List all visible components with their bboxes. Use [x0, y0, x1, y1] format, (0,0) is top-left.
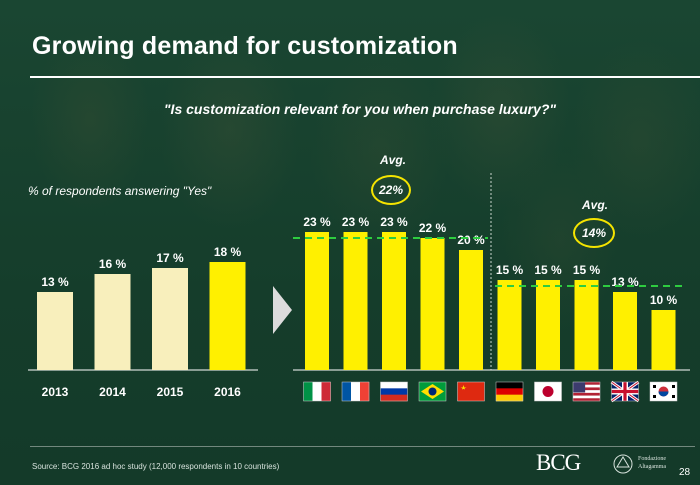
survey-question: "Is customization relevant for you when …	[163, 101, 557, 117]
avg-label-group-2: Avg.	[582, 198, 609, 212]
fondazione-line-1: Fondazione	[638, 456, 666, 462]
bar-brazil	[420, 238, 445, 370]
bar-value-label-china: 20 %	[457, 233, 485, 247]
x-tick-label-2016: 2016	[214, 385, 241, 399]
flag-italy-icon	[303, 381, 331, 402]
avg-circle-group-1: 22%	[371, 175, 411, 205]
avg-value-group-1: 22%	[378, 183, 404, 197]
x-tick-label-2015: 2015	[157, 385, 184, 399]
bar-value-label-2014: 16 %	[99, 257, 127, 271]
bar-year-2014	[94, 274, 131, 370]
bar-usa	[574, 280, 599, 370]
footer-divider	[30, 446, 695, 447]
bcg-logo: BCG	[536, 450, 581, 475]
flag-france-icon	[341, 381, 370, 402]
avg-label-group-1: Avg.	[380, 153, 407, 167]
bar-china	[459, 250, 483, 370]
fondazione-logo-icon	[613, 454, 633, 474]
respondents-label: % of respondents answering "Yes"	[28, 184, 212, 198]
bar-value-label-italy: 23 %	[303, 215, 331, 229]
bar-italy	[305, 232, 329, 370]
bar-value-label-russia: 23 %	[380, 215, 408, 229]
flag-china-icon	[457, 381, 485, 402]
bar-value-label-germany: 15 %	[496, 263, 524, 277]
fondazione-logo-text: Fondazione Altagamma	[638, 455, 666, 471]
arrow-icon	[273, 286, 292, 334]
x-tick-label-2013: 2013	[42, 385, 69, 399]
slide-title: Growing demand for customization	[32, 32, 458, 60]
flag-brazil-icon	[418, 381, 447, 402]
flag-south-korea-icon	[649, 381, 678, 402]
bar-value-label-south-korea: 10 %	[650, 293, 678, 307]
flag-germany-icon	[495, 381, 524, 402]
page-number: 28	[679, 467, 691, 478]
bar-germany	[497, 280, 522, 370]
bar-value-label-usa: 15 %	[573, 263, 601, 277]
x-tick-label-2014: 2014	[99, 385, 126, 399]
bar-uk	[613, 292, 637, 370]
bar-value-label-2016: 18 %	[214, 245, 242, 259]
bar-france	[343, 232, 368, 370]
bar-russia	[382, 232, 406, 370]
avg-value-group-2: 14%	[581, 226, 607, 240]
bar-value-label-2015: 17 %	[156, 251, 184, 265]
source-note: Source: BCG 2016 ad hoc study (12,000 re…	[32, 462, 280, 471]
flag-japan-icon	[534, 381, 562, 402]
bar-year-2013	[37, 292, 73, 370]
fondazione-line-2: Altagamma	[638, 464, 666, 470]
bar-value-label-brazil: 22 %	[419, 221, 447, 235]
avg-circle-group-2: 14%	[573, 218, 615, 248]
bar-japan	[536, 280, 560, 370]
title-divider	[30, 76, 700, 78]
bar-year-2015	[152, 268, 188, 370]
flag-uk-icon	[610, 380, 640, 403]
bar-value-label-france: 23 %	[342, 215, 370, 229]
bar-year-2016	[209, 262, 246, 370]
country-flags	[303, 380, 678, 403]
yearly-bar-chart: 13 % 2013 16 % 2014 17 % 2015 18 % 2016	[28, 245, 258, 399]
flag-russia-icon	[380, 381, 408, 402]
bar-value-label-japan: 15 %	[534, 263, 562, 277]
flag-usa-icon	[572, 381, 601, 402]
bar-south-korea	[651, 310, 676, 370]
bar-value-label-2013: 13 %	[41, 275, 69, 289]
